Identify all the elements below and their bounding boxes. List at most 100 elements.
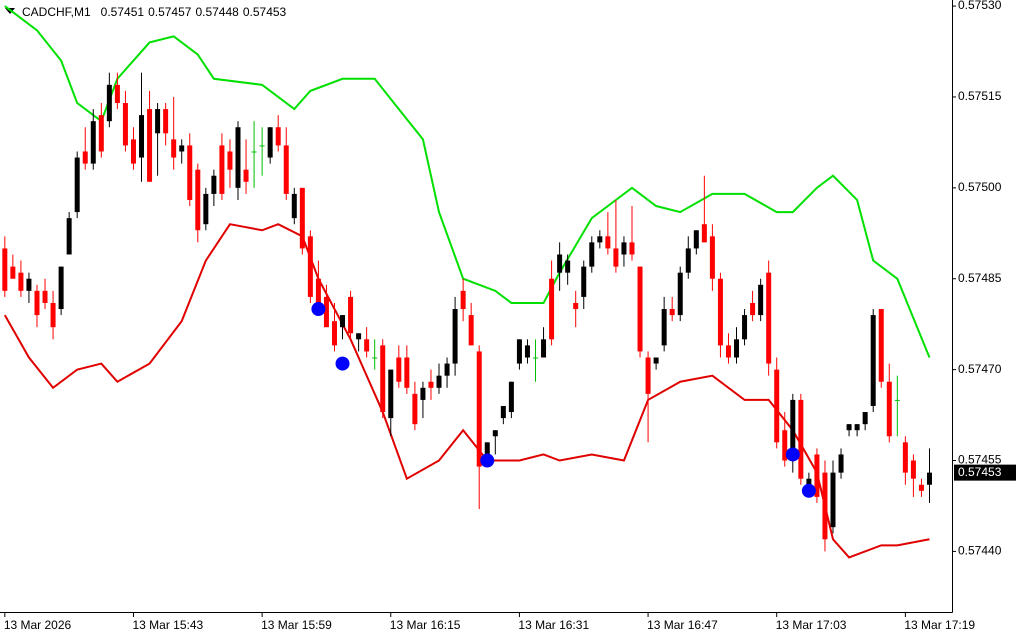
candle-body: [227, 151, 233, 170]
candle-body: [58, 266, 64, 310]
candle-body: [82, 151, 88, 164]
candle-body: [50, 302, 56, 328]
symbol: CADCHF,M1: [22, 5, 91, 19]
candle-body: [348, 296, 354, 334]
candle-body: [10, 266, 16, 279]
candle-body: [187, 145, 193, 200]
candle-body: [436, 375, 442, 388]
candle-body: [565, 260, 571, 273]
candle-body: [114, 84, 120, 104]
candle-body: [508, 381, 514, 413]
candle-body: [331, 321, 337, 346]
candle-body: [685, 248, 691, 273]
candle-body: [267, 127, 273, 158]
candle-body: [468, 315, 474, 346]
signal-dot: [785, 447, 800, 462]
candle-body: [155, 109, 161, 134]
candle-body: [163, 109, 169, 134]
candle-body: [42, 290, 48, 303]
candle-body: [613, 248, 619, 267]
candle-body: [822, 472, 828, 540]
candle-body: [147, 109, 153, 182]
candle-body: [838, 454, 844, 473]
candle-body: [766, 272, 772, 364]
candle-body: [412, 393, 418, 425]
candle-body: [476, 351, 482, 467]
candle-body: [910, 460, 916, 479]
candle-body: [460, 290, 466, 310]
y-tick-label: 0.57500: [958, 180, 1002, 194]
candle-body: [597, 236, 603, 243]
candle-body: [251, 151, 257, 153]
candle-body: [661, 309, 667, 346]
candle-body: [307, 236, 313, 297]
candle-body: [452, 309, 458, 364]
candle-body: [902, 442, 908, 473]
candle-body: [734, 339, 740, 358]
candle-body: [798, 399, 804, 479]
candle-body: [846, 424, 852, 431]
candle-body: [886, 381, 892, 437]
candle-body: [315, 278, 321, 303]
candle-body: [372, 357, 378, 359]
candle-body: [139, 115, 145, 158]
candle-body: [758, 284, 764, 316]
signal-dot: [335, 356, 350, 371]
header-value: 0.57448: [195, 5, 239, 19]
candle-body: [621, 242, 627, 255]
candle-body: [66, 218, 72, 255]
header-value: 0.57453: [243, 5, 287, 19]
signal-dot: [801, 483, 816, 498]
candle-body: [645, 357, 651, 394]
candle-body: [516, 339, 522, 364]
candle-body: [782, 430, 788, 461]
candle-body: [573, 302, 579, 310]
y-tick-label: 0.57470: [958, 362, 1002, 376]
candle-body: [918, 484, 924, 491]
candle-body: [894, 399, 900, 401]
header: CADCHF,M1: [22, 5, 91, 19]
candle-body: [709, 236, 715, 279]
candle-body: [98, 115, 104, 152]
x-tick-label: 13 Mar 16:47: [647, 618, 718, 632]
candle-body: [653, 357, 659, 364]
candle-body: [484, 442, 490, 455]
candle-body: [806, 478, 812, 485]
candle-body: [629, 242, 635, 255]
candle-body: [18, 272, 24, 291]
header-value: 0.57457: [148, 5, 192, 19]
candle-body: [717, 278, 723, 346]
candle-body: [637, 266, 643, 352]
candle-body: [693, 230, 699, 249]
y-tick-label: 0.57455: [958, 453, 1002, 467]
candle-body: [541, 339, 547, 358]
y-tick-label: 0.57485: [958, 271, 1002, 285]
candle-body: [524, 345, 530, 358]
candle-body: [444, 363, 450, 376]
candle-body: [790, 399, 796, 461]
candle-body: [492, 430, 498, 437]
candle-body: [589, 242, 595, 267]
candle-body: [74, 157, 80, 213]
candle-body: [130, 139, 136, 164]
candle-body: [725, 345, 731, 358]
candle-body: [854, 424, 860, 431]
x-tick-label: 13 Mar 16:31: [518, 618, 589, 632]
candle-body: [106, 84, 112, 122]
candle-body: [235, 127, 241, 188]
candle-body: [396, 357, 402, 382]
candle-body: [388, 369, 394, 419]
x-tick-label: 13 Mar 16:15: [390, 618, 461, 632]
candle-body: [605, 236, 611, 249]
candle-body: [90, 121, 96, 164]
x-tick-label: 13 Mar 15:59: [261, 618, 332, 632]
current-price-box: [954, 464, 1016, 481]
candle-body: [926, 472, 932, 485]
y-tick-label: 0.57515: [958, 89, 1002, 103]
candle-body: [878, 309, 884, 382]
candle-body: [870, 315, 876, 406]
candle-body: [122, 103, 128, 146]
candle-body: [291, 193, 297, 219]
